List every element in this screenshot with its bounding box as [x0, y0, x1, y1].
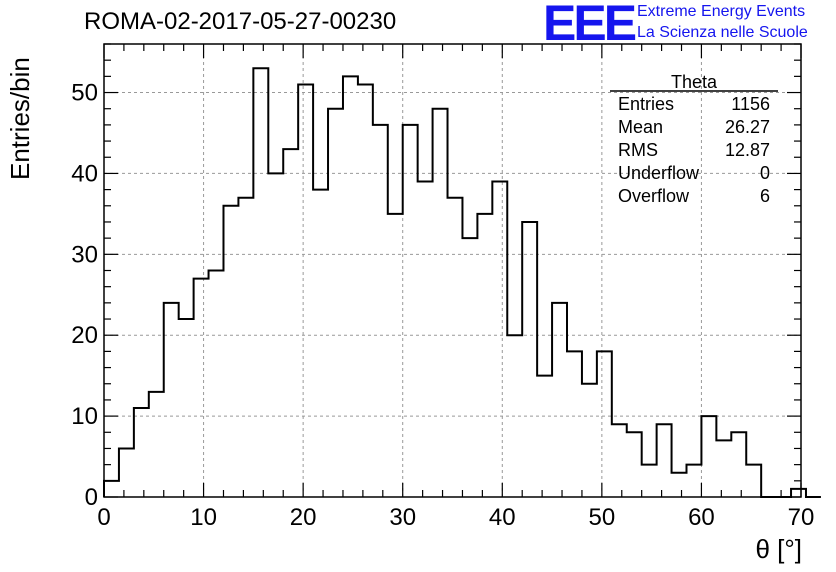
histogram-bin: [209, 271, 224, 498]
y-tick-label: 20: [71, 322, 98, 349]
x-tick-label: 30: [389, 504, 416, 531]
stats-label: Entries: [618, 94, 674, 114]
histogram-bin: [582, 384, 597, 497]
histogram-bin: [552, 303, 567, 497]
histogram-bin: [313, 190, 328, 497]
histogram-bin: [731, 432, 746, 497]
y-axis-label: Entries/bin: [5, 57, 35, 180]
x-tick-label: 10: [190, 504, 217, 531]
histogram-bin: [701, 416, 716, 497]
histogram-bin: [716, 440, 731, 497]
histogram-bin: [238, 198, 253, 497]
histogram-bin: [492, 182, 507, 497]
histogram-bin: [448, 198, 463, 497]
stats-value: 26.27: [725, 117, 770, 137]
stats-label: Mean: [618, 117, 663, 137]
histogram-bin: [672, 473, 687, 497]
histogram-bin: [194, 279, 209, 497]
histogram-bin: [791, 489, 806, 497]
histogram-bin: [433, 109, 448, 497]
x-tick-label: 60: [688, 504, 715, 531]
y-tick-label: 30: [71, 241, 98, 268]
histogram-bin: [223, 206, 238, 497]
histogram-bin: [507, 335, 522, 497]
histogram-bin: [522, 222, 537, 497]
y-tick-label: 50: [71, 80, 98, 107]
axes: [103, 43, 802, 498]
histogram-bin: [403, 125, 418, 497]
histogram-bin: [537, 376, 552, 497]
x-axis-label: θ [°]: [755, 534, 802, 564]
x-tick-label: 0: [97, 504, 110, 531]
histogram-bin: [149, 392, 164, 497]
histogram-bars: [103, 67, 821, 498]
histogram-outline: [103, 67, 821, 498]
histogram-bin: [268, 173, 283, 497]
histogram-bin: [164, 303, 179, 497]
histogram-bin: [253, 68, 268, 497]
histogram-bin: [104, 481, 119, 497]
stats-value: 1156: [731, 94, 770, 114]
histogram-bin: [686, 465, 701, 497]
logo-tagline-1: Extreme Energy Events: [637, 3, 806, 20]
stats-value: 12.87: [725, 140, 770, 160]
histogram-bin: [119, 448, 134, 497]
stats-label: RMS: [618, 140, 658, 160]
histogram-bin: [477, 214, 492, 497]
histogram-bin: [328, 109, 343, 497]
histogram-bin: [358, 84, 373, 497]
histogram-bin: [597, 351, 612, 497]
stats-label: Overflow: [618, 186, 690, 206]
stats-value: 6: [760, 186, 770, 206]
histogram-bin: [627, 432, 642, 497]
histogram-bin: [462, 238, 477, 497]
stats-title: Theta: [671, 72, 718, 92]
x-tick-label: 70: [788, 504, 815, 531]
eee-logo: EEE: [543, 0, 637, 51]
histogram-bin: [343, 76, 358, 497]
logo-tagline-2: La Scienza nelle Scuole: [637, 24, 808, 41]
stats-value: 0: [760, 163, 770, 183]
x-tick-label: 20: [290, 504, 317, 531]
stats-label: Underflow: [618, 163, 700, 183]
y-tick-label: 10: [71, 403, 98, 430]
histogram-bin: [612, 424, 627, 497]
y-tick-label: 0: [85, 484, 98, 511]
histogram-bin: [179, 319, 194, 497]
histogram-bin: [388, 214, 403, 497]
run-title: ROMA-02-2017-05-27-00230: [84, 8, 397, 35]
y-tick-label: 40: [71, 160, 98, 187]
grid-lines: [104, 44, 801, 497]
histogram-bin: [418, 182, 433, 497]
histogram-bin: [373, 125, 388, 497]
histogram-bin: [642, 465, 657, 497]
histogram-bin: [298, 84, 313, 497]
histogram-bin: [746, 465, 761, 497]
histogram-bin: [567, 351, 582, 497]
x-tick-label: 50: [589, 504, 616, 531]
histogram-bin: [283, 149, 298, 497]
histogram-bin: [657, 424, 672, 497]
x-tick-label: 40: [489, 504, 516, 531]
histogram-bin: [134, 408, 149, 497]
